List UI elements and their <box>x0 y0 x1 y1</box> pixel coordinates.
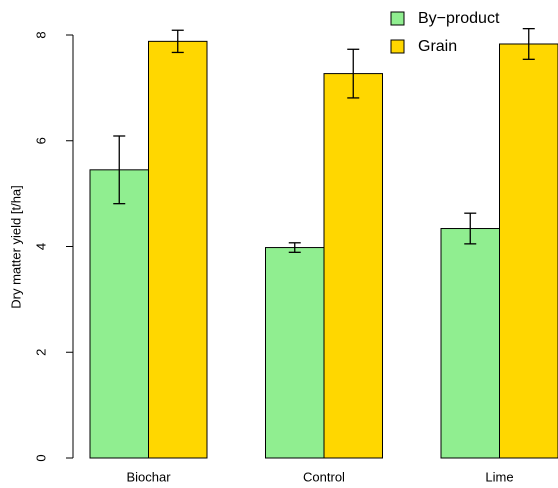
legend-label: Grain <box>418 38 457 55</box>
y-tick-label: 6 <box>33 137 48 144</box>
bar <box>499 43 558 459</box>
error-bar <box>171 29 184 54</box>
bar <box>89 169 149 459</box>
error-bar <box>464 212 477 245</box>
y-tick-label: 0 <box>33 454 48 461</box>
y-tick-label: 2 <box>33 349 48 356</box>
bar <box>323 73 383 459</box>
legend-swatch <box>390 39 405 54</box>
y-tick-label: 8 <box>33 31 48 38</box>
bar <box>440 228 500 459</box>
error-bar <box>288 242 301 253</box>
x-tick-label: Lime <box>485 469 513 484</box>
legend-swatch <box>390 11 405 26</box>
legend-label: By−product <box>418 10 500 27</box>
y-axis-label: Dry matter yield [t/ha] <box>8 185 23 309</box>
y-tick-label: 4 <box>33 243 48 250</box>
bar <box>148 40 208 459</box>
x-tick-label: Control <box>303 469 345 484</box>
error-bar <box>347 48 360 99</box>
bar <box>265 247 325 459</box>
error-bar <box>522 28 535 60</box>
error-bar <box>113 135 126 205</box>
x-tick-label: Biochar <box>126 469 171 484</box>
